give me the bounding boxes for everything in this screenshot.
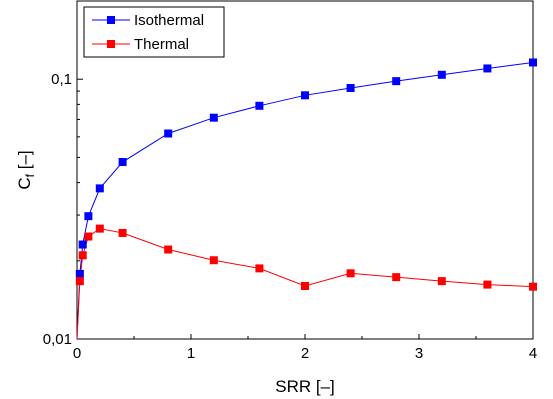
- data-point-thermal: [255, 264, 264, 273]
- legend: Isothermal Thermal: [83, 6, 225, 58]
- data-point-thermal: [84, 232, 93, 241]
- data-point-isothermal: [483, 64, 492, 73]
- legend-label-isothermal: Isothermal: [134, 12, 204, 29]
- legend-box: [83, 6, 225, 58]
- data-point-thermal: [529, 282, 537, 291]
- axis-ticks: 0 1 2 3 4 0,01 0,1: [43, 71, 537, 362]
- data-point-isothermal: [346, 84, 355, 93]
- data-point-thermal: [78, 251, 87, 260]
- y-tick-label: 0,1: [51, 71, 72, 88]
- data-point-isothermal: [78, 240, 87, 249]
- data-point-thermal: [483, 280, 492, 289]
- y-axis-label-main: C: [15, 177, 34, 189]
- data-point-isothermal: [437, 70, 446, 79]
- y-tick-label: 0,01: [43, 331, 72, 348]
- data-point-thermal: [164, 245, 173, 254]
- data-point-isothermal: [84, 212, 93, 221]
- data-point-thermal: [392, 273, 401, 282]
- data-point-isothermal: [301, 91, 309, 100]
- x-tick-label: 1: [187, 345, 195, 362]
- data-point-thermal: [118, 228, 127, 237]
- x-tick-label: 0: [73, 345, 81, 362]
- x-axis-label: SRR [–]: [275, 377, 335, 396]
- data-point-isothermal: [95, 184, 104, 193]
- data-point-thermal: [437, 277, 446, 286]
- x-tick-label: 2: [301, 345, 309, 362]
- y-axis-label-subscript: f: [23, 173, 37, 177]
- data-point-thermal: [75, 277, 84, 286]
- series-markers: [75, 58, 537, 291]
- legend-marker-isothermal: [107, 16, 115, 24]
- series-lines: [76, 61, 534, 340]
- data-point-isothermal: [209, 113, 218, 122]
- data-point-isothermal: [164, 129, 173, 138]
- data-point-isothermal: [529, 58, 537, 67]
- legend-entry-isothermal: Isothermal: [92, 12, 204, 29]
- data-point-isothermal: [392, 77, 401, 86]
- legend-entry-thermal: Thermal: [92, 36, 189, 53]
- x-tick-label: 4: [529, 345, 537, 362]
- data-point-isothermal: [118, 158, 127, 167]
- data-point-thermal: [301, 281, 309, 290]
- legend-label-thermal: Thermal: [134, 36, 189, 53]
- data-point-thermal: [95, 224, 104, 233]
- y-axis-label: Cf [–]: [15, 150, 37, 189]
- legend-marker-thermal: [107, 40, 115, 48]
- x-tick-label: 3: [415, 345, 423, 362]
- data-point-thermal: [209, 256, 218, 265]
- data-point-thermal: [346, 269, 355, 278]
- data-point-isothermal: [255, 101, 264, 110]
- y-axis-label-unit: [–]: [15, 150, 34, 174]
- data-point-isothermal: [75, 269, 84, 278]
- series-line-isothermal: [76, 61, 534, 340]
